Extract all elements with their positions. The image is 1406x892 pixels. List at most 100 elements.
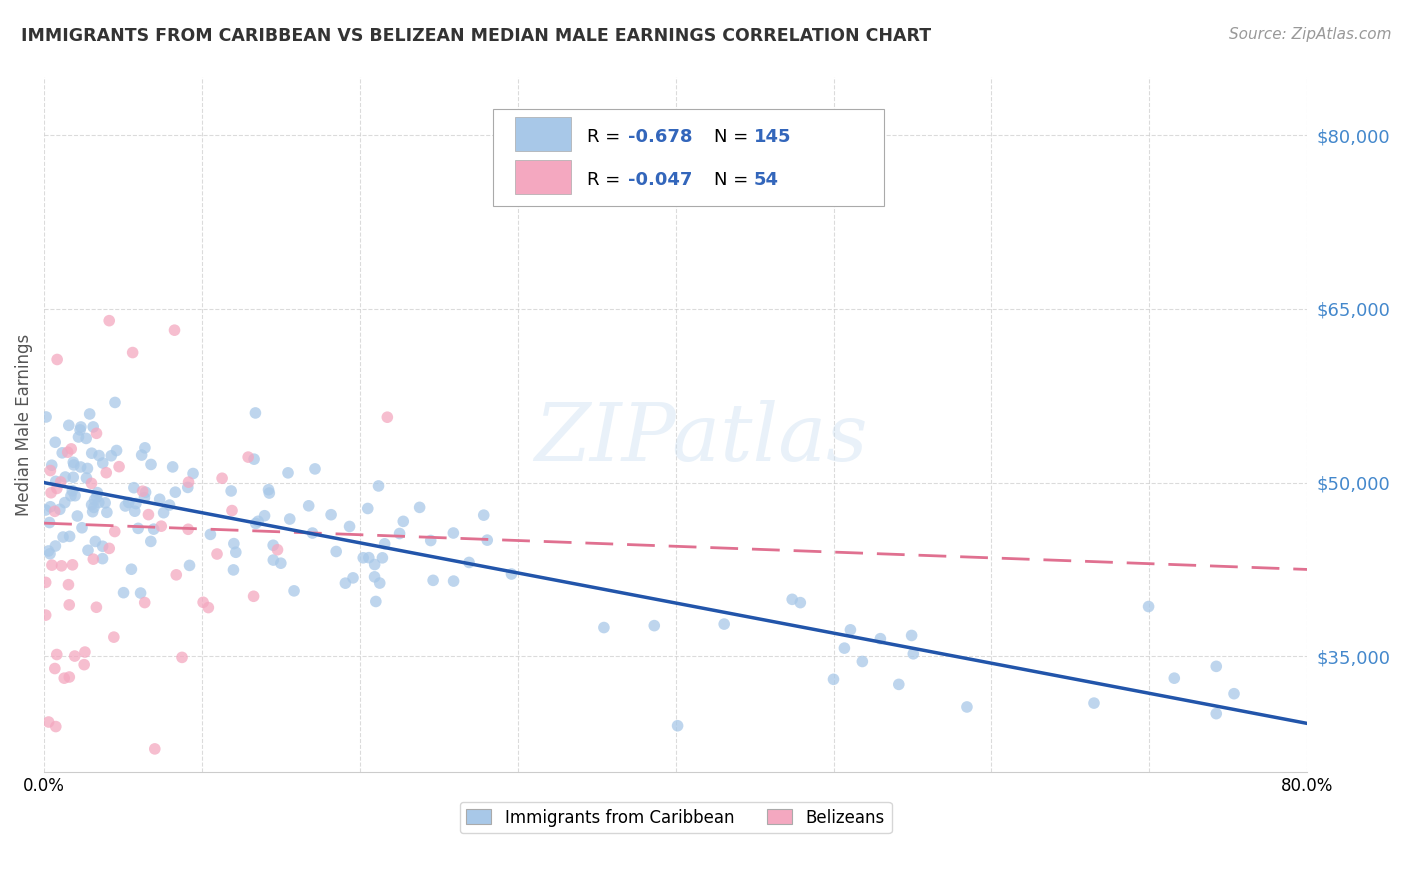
Point [335,576,357,591]
Point [441,526,464,541]
Point [127,521,149,535]
Point [219,483,242,498]
Point [472,508,495,523]
Point [121,345,143,359]
Point [38,714,60,729]
Point [477,533,499,548]
Point [363,558,385,572]
Point [86,490,108,504]
Point [131,448,153,462]
Point [59,529,82,543]
Point [87,449,110,463]
Point [221,503,243,517]
Point [56,445,79,459]
Text: N =: N = [714,128,754,146]
Point [51,558,73,573]
Text: ZIPatlas: ZIPatlas [534,400,868,477]
Point [82,552,104,566]
Point [165,567,187,582]
Point [780,592,803,607]
Point [129,586,152,600]
Point [34,503,56,517]
Point [84,534,107,549]
FancyBboxPatch shape [515,117,571,152]
Point [342,571,364,585]
Point [112,585,135,599]
Point [39,485,62,500]
Point [73,657,96,672]
Point [131,484,153,499]
Text: R =: R = [588,171,626,189]
Point [46,352,69,367]
Point [139,534,162,549]
Point [98,313,121,327]
Point [105,443,128,458]
Point [243,452,266,467]
Point [367,479,389,493]
Point [887,677,910,691]
Text: Source: ZipAtlas.com: Source: ZipAtlas.com [1229,27,1392,42]
Text: 54: 54 [754,171,779,189]
Point [222,563,245,577]
Point [58,418,80,433]
Point [104,395,127,409]
Point [163,323,186,337]
Point [122,481,145,495]
Point [301,526,323,541]
Point [87,495,110,509]
Text: IMMIGRANTS FROM CARIBBEAN VS BELIZEAN MEDIAN MALE EARNINGS CORRELATION CHART: IMMIGRANTS FROM CARIBBEAN VS BELIZEAN ME… [21,27,931,45]
Point [789,596,811,610]
Point [91,539,114,553]
Point [357,501,380,516]
Point [643,618,665,632]
Point [134,491,156,505]
Point [70,420,93,434]
Point [53,495,76,509]
Point [82,420,104,434]
Point [869,632,891,646]
Point [118,495,141,509]
Point [177,475,200,490]
Point [191,595,214,609]
Point [135,485,157,500]
Point [170,650,193,665]
Point [177,480,200,494]
Text: -0.678: -0.678 [627,128,692,146]
Point [98,541,121,556]
Point [134,596,156,610]
Point [266,542,288,557]
Point [197,600,219,615]
Point [45,475,67,489]
Point [67,430,90,444]
Point [79,407,101,421]
Point [58,670,80,684]
Point [392,514,415,528]
Point [278,512,301,526]
Point [666,719,689,733]
Point [245,516,267,531]
Point [851,655,873,669]
Point [125,497,148,511]
Point [44,661,66,675]
Point [1223,687,1246,701]
Point [242,589,264,603]
Point [104,524,127,539]
Point [363,570,385,584]
Point [368,576,391,591]
Point [253,508,276,523]
Point [501,567,523,582]
Point [37,544,59,558]
FancyBboxPatch shape [515,160,571,194]
Point [259,486,281,500]
Point [91,456,114,470]
Point [593,621,616,635]
Point [96,505,118,519]
Point [49,475,72,489]
Point [352,550,374,565]
Point [270,556,292,570]
Point [1083,696,1105,710]
Point [408,500,430,515]
Point [422,574,444,588]
Point [257,483,280,497]
Point [149,492,172,507]
